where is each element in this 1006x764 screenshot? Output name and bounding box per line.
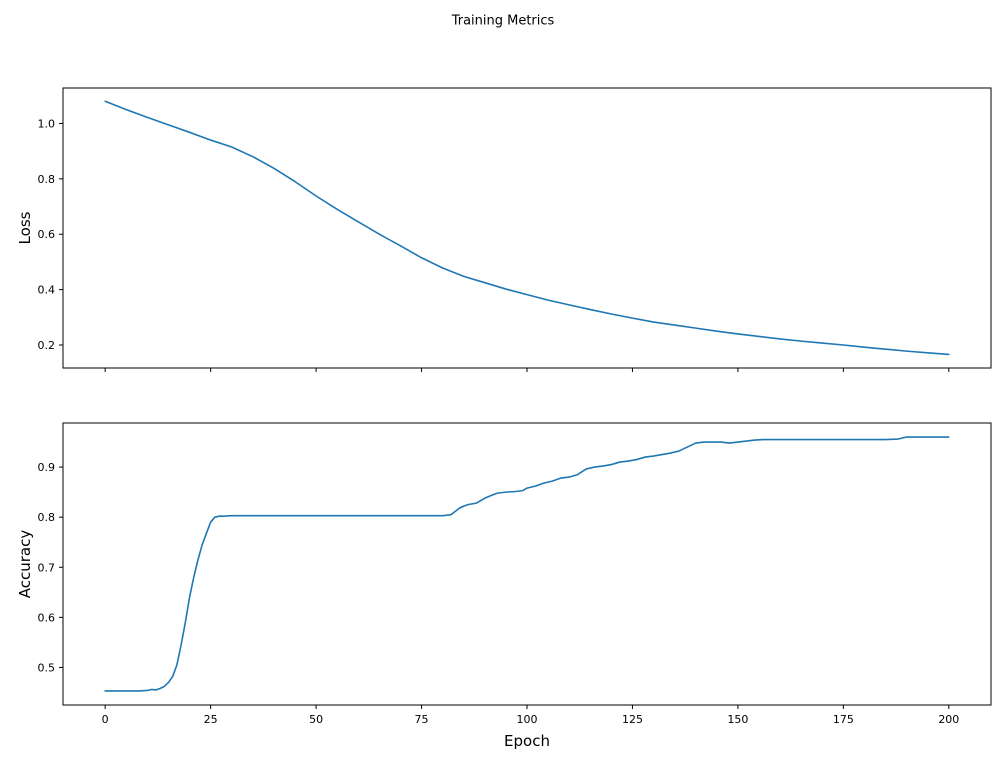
x-tick-label: 175 bbox=[833, 713, 854, 726]
y-tick-label: 0.9 bbox=[38, 461, 56, 474]
x-tick-label: 200 bbox=[938, 713, 959, 726]
x-tick-label: 25 bbox=[204, 713, 218, 726]
y-tick-label: 0.2 bbox=[38, 339, 56, 352]
y-tick-label: 0.6 bbox=[38, 228, 56, 241]
y-tick-label: 1.0 bbox=[38, 117, 56, 130]
loss-line bbox=[104, 100, 950, 356]
x-tick-label: 125 bbox=[622, 713, 643, 726]
loss-axis-label: Loss bbox=[16, 211, 34, 245]
accuracy-axis-label: Accuracy bbox=[16, 529, 34, 599]
x-tick-label: 150 bbox=[727, 713, 748, 726]
y-tick-label: 0.5 bbox=[38, 661, 56, 674]
y-tick-label: 0.8 bbox=[38, 511, 56, 524]
x-tick-label: 75 bbox=[415, 713, 429, 726]
x-tick-label: 0 bbox=[102, 713, 109, 726]
axes-frame bbox=[62, 87, 992, 369]
y-tick-label: 0.6 bbox=[38, 611, 56, 624]
x-tick-label: 100 bbox=[517, 713, 538, 726]
axes-frame bbox=[62, 422, 992, 706]
y-tick-label: 0.7 bbox=[38, 561, 56, 574]
y-tick-label: 0.8 bbox=[38, 173, 56, 186]
y-tick-label: 0.4 bbox=[38, 284, 56, 297]
epoch-axis-label: Epoch bbox=[504, 732, 550, 750]
x-tick-label: 50 bbox=[309, 713, 323, 726]
figure-title: Training Metrics bbox=[451, 13, 555, 29]
accuracy-line bbox=[104, 436, 950, 692]
